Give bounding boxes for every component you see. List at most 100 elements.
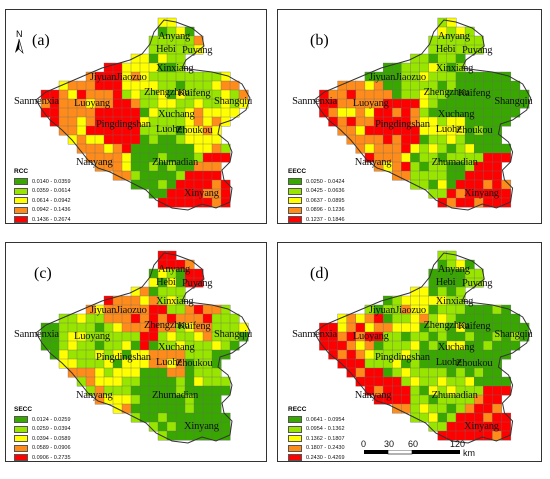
county-region: [85, 143, 96, 154]
county-region: [130, 295, 141, 306]
county-region: [392, 134, 402, 145]
county-region: [401, 143, 411, 154]
panel-label-b: (b): [310, 32, 329, 49]
county-region: [184, 98, 195, 109]
county-region: [392, 376, 402, 387]
county-region: [410, 385, 421, 396]
city-label: Kaifeng: [457, 88, 491, 99]
county-region: [202, 161, 213, 172]
legend-c: SECC 0.0124 - 0.0259 0.0259 - 0.0394 0.0…: [14, 406, 71, 461]
county-region: [437, 376, 448, 387]
city-label: Xinxiang: [156, 63, 194, 74]
county-region: [455, 170, 466, 181]
county-region: [410, 161, 421, 172]
county-region: [492, 394, 502, 405]
city-label: Shangqiu: [494, 96, 533, 107]
county-region: [437, 143, 448, 154]
county-region: [85, 358, 96, 369]
county-region: [392, 331, 402, 342]
county-region: [419, 53, 430, 64]
county-region: [410, 107, 421, 118]
county-region: [437, 286, 448, 297]
county-region: [401, 385, 411, 396]
county-region: [382, 295, 393, 306]
county-region: [76, 349, 87, 360]
county-region: [130, 107, 141, 118]
county-region: [130, 62, 141, 73]
county-region: [392, 322, 402, 333]
county-region: [455, 367, 466, 378]
county-region: [166, 331, 177, 342]
city-label: Puyang: [462, 278, 493, 289]
legend-row: 0.1436 - 0.2674: [14, 215, 71, 223]
county-region: [166, 17, 177, 28]
city-label: Xinyang: [464, 421, 499, 432]
county-region: [202, 98, 213, 109]
county-region: [410, 134, 421, 145]
county-region: [355, 107, 366, 118]
county-region: [483, 98, 493, 109]
city-label: Xinxiang: [435, 296, 474, 307]
county-region: [401, 394, 411, 405]
county-region: [419, 331, 430, 342]
city-label: Jiaozuo: [395, 305, 426, 316]
county-region: [473, 304, 484, 315]
county-region: [175, 98, 186, 109]
panel-label-d: (d): [310, 265, 329, 282]
county-region: [193, 331, 204, 342]
county-region: [85, 125, 96, 136]
county-region: [446, 421, 457, 432]
county-region: [437, 403, 448, 414]
county-region: [157, 188, 168, 199]
county-region: [166, 286, 177, 297]
county-region: [455, 403, 466, 414]
county-region: [139, 376, 150, 387]
county-region: [157, 430, 168, 441]
county-region: [492, 170, 502, 181]
province-outline: [313, 19, 532, 211]
county-region: [157, 421, 168, 432]
county-region: [130, 134, 141, 145]
county-region: [148, 286, 159, 297]
county-region: [364, 143, 375, 154]
county-region: [202, 340, 213, 351]
county-region: [401, 376, 411, 387]
county-region: [410, 394, 421, 405]
city-label: Xuchang: [158, 109, 195, 120]
county-region: [355, 125, 366, 136]
county-region: [139, 403, 150, 414]
county-region: [130, 385, 141, 396]
county-region: [211, 125, 222, 136]
county-region: [373, 376, 384, 387]
county-region: [157, 331, 168, 342]
county-region: [112, 161, 123, 172]
city-label: Jiaozuo: [395, 72, 426, 83]
county-region: [67, 134, 78, 145]
county-region: [121, 376, 132, 387]
scale-tick-label: 30: [384, 439, 395, 449]
county-region: [130, 403, 141, 414]
scale-tick-label: 0: [361, 439, 367, 449]
city-label: Anyang: [158, 264, 191, 275]
county-region: [355, 134, 366, 145]
county-region: [483, 340, 493, 351]
legend-a: RCC 0.0140 - 0.0359 0.0359 - 0.0614 0.06…: [14, 168, 71, 223]
county-region: [483, 170, 493, 181]
county-region: [401, 340, 411, 351]
city-label: Sanmenxia: [292, 96, 337, 107]
county-region: [392, 143, 402, 154]
county-region: [446, 170, 457, 181]
city-label: Zhengzhou: [144, 87, 190, 98]
county-region: [392, 98, 402, 109]
county-region: [419, 143, 430, 154]
city-label: Jiaozuo: [116, 305, 147, 316]
county-region: [364, 349, 375, 360]
county-region: [211, 358, 222, 369]
county-region: [220, 197, 231, 208]
county-region: [337, 331, 348, 342]
county-region: [364, 107, 375, 118]
county-region: [166, 188, 177, 199]
county-region: [419, 134, 430, 145]
county-region: [211, 376, 222, 387]
county-region: [112, 134, 123, 145]
